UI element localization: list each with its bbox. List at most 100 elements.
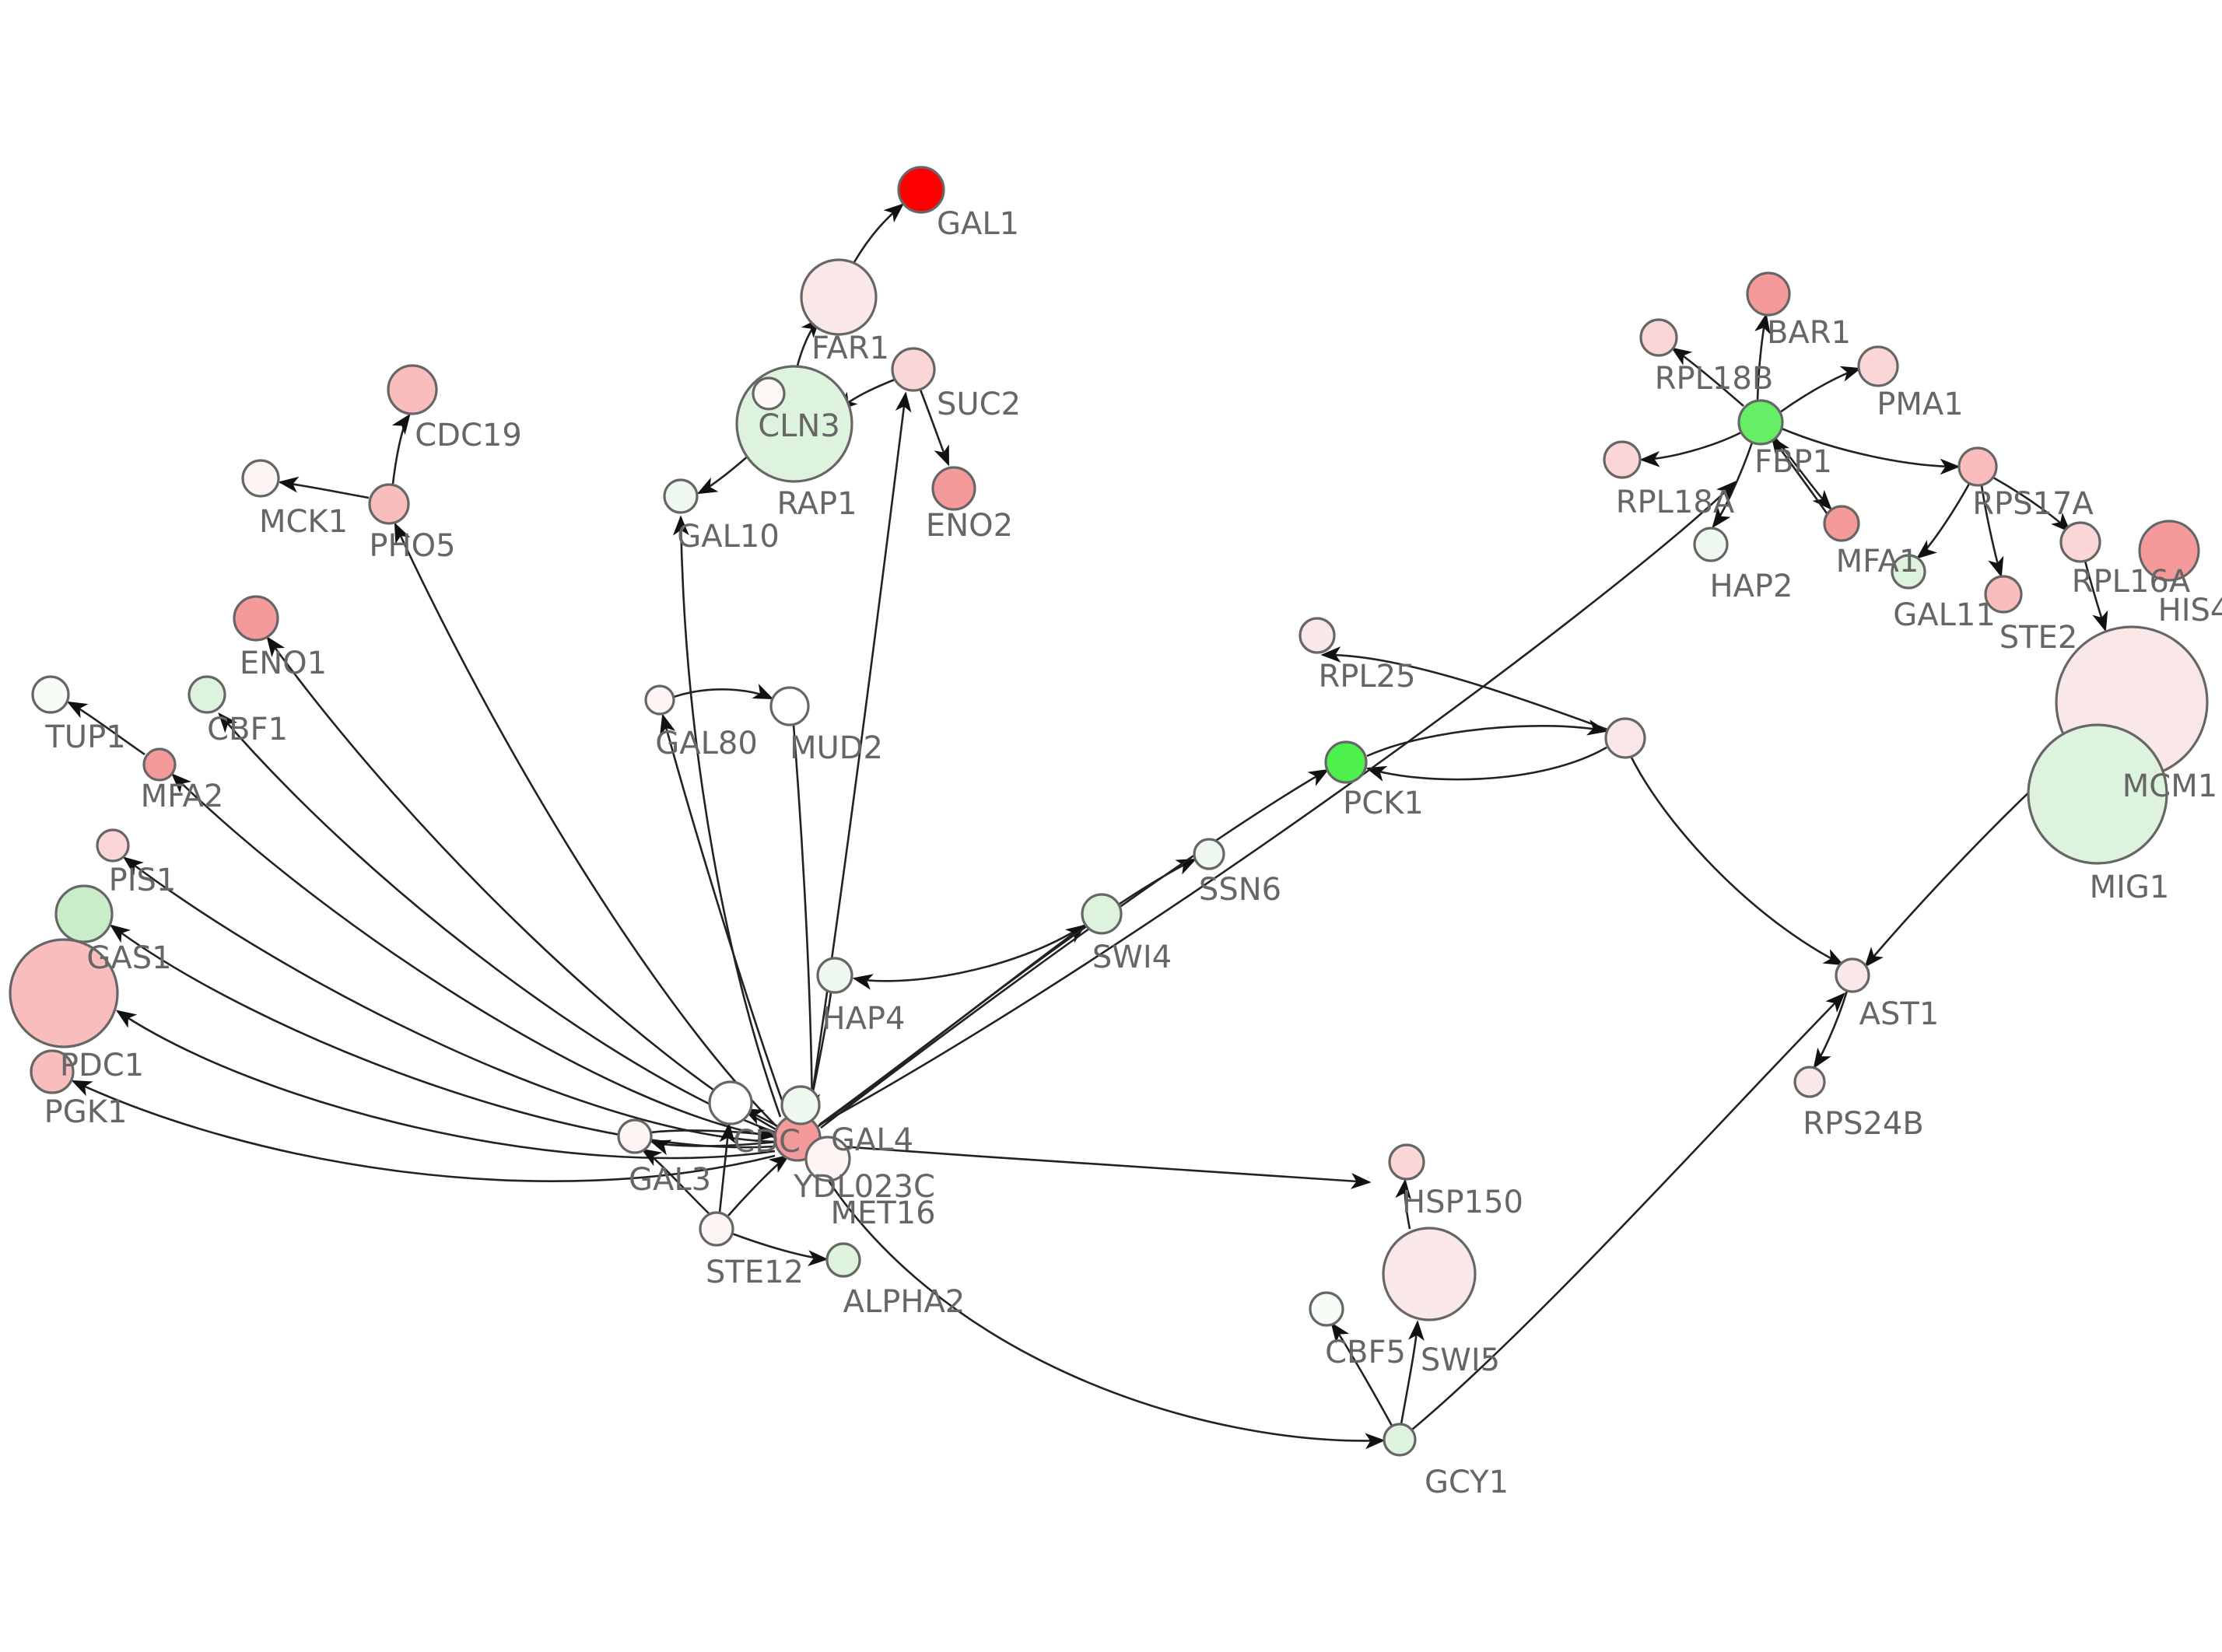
node-RPL18B[interactable] — [1639, 318, 1678, 357]
node-CLN3in[interactable] — [752, 376, 786, 411]
node-CBF5[interactable] — [1309, 1291, 1344, 1327]
node-SWI5[interactable] — [1382, 1227, 1477, 1321]
edge-FBP1-to-RPL18B[interactable] — [1670, 347, 1744, 407]
node-RPL18A[interactable] — [1603, 440, 1642, 479]
edge-RPS17A-to-GAL11[interactable] — [1915, 483, 1971, 559]
node-CDC19[interactable] — [387, 364, 438, 415]
edge-GAL4-to-PCK1[interactable] — [820, 768, 1330, 1129]
node-GAL80[interactable] — [644, 684, 675, 716]
node-RPS17A[interactable] — [1957, 446, 1998, 487]
edge-GAL4-to-GAS1[interactable] — [109, 924, 776, 1149]
node-GAS1[interactable] — [54, 884, 114, 943]
node-GCY1[interactable] — [1383, 1423, 1417, 1457]
node-MFA1[interactable] — [1823, 505, 1860, 542]
node-ENO2[interactable] — [931, 466, 976, 511]
edge-GAL80-to-MUD2[interactable] — [673, 684, 774, 700]
node-ALPHA2[interactable] — [825, 1242, 861, 1278]
node-SSN6[interactable] — [1193, 838, 1225, 870]
edge-GAL4-to-GAL80[interactable] — [660, 713, 790, 1118]
node-STE12[interactable] — [699, 1211, 734, 1247]
edge-AST1-to-RPS24B[interactable] — [1813, 990, 1849, 1069]
node-PDC1[interactable] — [9, 938, 119, 1048]
node-RPL25[interactable] — [1299, 617, 1336, 654]
edge-PCK1-to-HUB1[interactable] — [1366, 719, 1608, 758]
edge-PHO5-to-MCK1[interactable] — [278, 476, 370, 499]
edge-MUD2-to-GAL4[interactable] — [792, 724, 821, 1115]
node-TUP1[interactable] — [31, 675, 70, 714]
node-GAL3[interactable] — [617, 1118, 653, 1154]
edge-PHO5-to-CDC19[interactable] — [391, 413, 411, 485]
edge-STE12-to-CDC[interactable] — [718, 1122, 736, 1213]
edge-RPL16A-to-MCM1[interactable] — [2084, 560, 2108, 632]
node-HAP4[interactable] — [816, 957, 853, 994]
edge-HUB1-to-AST1[interactable] — [1629, 755, 1845, 966]
node-FBP1[interactable] — [1737, 399, 1784, 446]
edge-SWI4-to-HAP4[interactable] — [852, 924, 1085, 990]
node-MFA2[interactable] — [142, 747, 177, 782]
edge-HUB1-to-RPL25[interactable] — [1320, 646, 1608, 731]
node-SWI4[interactable] — [1081, 893, 1123, 935]
edge-RPS17A-to-STE2[interactable] — [1980, 485, 2004, 578]
edge-FBP1-to-BAR1[interactable] — [1754, 313, 1771, 402]
edge-MFA2-to-TUP1[interactable] — [66, 701, 145, 756]
edge-GCY1-to-CBF5[interactable] — [1330, 1321, 1393, 1426]
node-RPS24B[interactable] — [1793, 1066, 1826, 1098]
edge-GAL4-to-GAL10[interactable] — [672, 515, 782, 1118]
node-AST1[interactable] — [1835, 957, 1870, 993]
edge-HUB1-to-PCK1[interactable] — [1365, 746, 1607, 782]
node-YDL023C[interactable] — [804, 1136, 851, 1182]
edge-RPS17A-to-RPL16A[interactable] — [1992, 476, 2071, 533]
edge-GCY1-to-AST1[interactable] — [1411, 992, 1845, 1430]
node-label-PHO5: PHO5 — [369, 528, 455, 564]
edge-GAL4-to-GAL3b[interactable] — [650, 1139, 778, 1156]
edge-STE12-to-GAL4[interactable] — [727, 1154, 790, 1216]
node-MUD2[interactable] — [769, 686, 810, 726]
node-HIS4[interactable] — [2138, 520, 2200, 582]
node-PHO5[interactable] — [368, 483, 410, 525]
edge-GAL4-to-MCM1[interactable] — [822, 481, 1737, 1125]
node-GAL1[interactable] — [897, 166, 945, 214]
node-GAL10[interactable] — [663, 478, 699, 514]
edge-GCY1-to-SWI5[interactable] — [1400, 1320, 1425, 1425]
edge-FAR1-to-GAL1[interactable] — [853, 203, 904, 263]
node-SUC2[interactable] — [891, 347, 936, 392]
edge-STE12-to-GAL3[interactable] — [640, 1148, 710, 1214]
edge-GAL4-to-ENO1[interactable] — [266, 635, 776, 1131]
edge-SWI5-to-HSP150[interactable] — [1395, 1178, 1412, 1230]
edge-GAL4-to-CBF1[interactable] — [218, 712, 776, 1134]
node-PGK1[interactable] — [30, 1049, 75, 1094]
edge-FBP1-to-RPL18A[interactable] — [1639, 431, 1742, 467]
node-GAL11[interactable] — [1891, 554, 1926, 590]
node-PMA1[interactable] — [1857, 345, 1899, 387]
edge-GAL4-to-PIS1[interactable] — [122, 856, 776, 1143]
node-STE2[interactable] — [1984, 575, 2023, 614]
node-PIS1[interactable] — [96, 828, 130, 863]
node-FAR1[interactable] — [800, 258, 878, 336]
edge-CLN3-to-GAL10[interactable] — [696, 454, 750, 495]
edge-GAL4-to-PDC1[interactable] — [115, 1010, 776, 1160]
node-HAP2[interactable] — [1693, 527, 1729, 562]
edge-GAL4-to-PHO5[interactable] — [394, 522, 777, 1127]
node-HUB1[interactable] — [1604, 717, 1646, 759]
edge-GAL4-to-SUC2[interactable] — [808, 391, 912, 1116]
node-label-MFA1: MFA1 — [1836, 544, 1919, 579]
edge-GAL4-to-MET16[interactable] — [818, 1143, 1372, 1189]
edge-GAL4-to-GCY1[interactable] — [812, 1157, 1386, 1450]
edge-GAL3-to-GAL4[interactable] — [650, 1125, 777, 1142]
node-MIG1[interactable] — [2027, 723, 2168, 865]
edge-FBP1-to-PMA1[interactable] — [1779, 366, 1862, 414]
node-PCK1[interactable] — [1324, 740, 1368, 784]
node-MCK1[interactable] — [241, 459, 280, 498]
edge-GAL4-to-MFA2[interactable] — [171, 773, 776, 1139]
node-CDC[interactable] — [708, 1080, 753, 1125]
node-ENO1[interactable] — [233, 595, 279, 642]
node-GAL4up[interactable] — [780, 1085, 821, 1125]
edge-FBP1-to-RPS17A[interactable] — [1781, 427, 1961, 475]
edge-SUC2-to-ENO2[interactable] — [919, 389, 950, 467]
edge-MFA1-to-FBP1[interactable] — [1771, 436, 1828, 514]
node-HSP150[interactable] — [1388, 1143, 1425, 1181]
node-BAR1[interactable] — [1746, 271, 1791, 317]
node-RPL16A[interactable] — [2059, 521, 2101, 563]
edge-STE12-to-ALPHA2[interactable] — [731, 1232, 829, 1266]
node-CBF1[interactable] — [188, 675, 226, 714]
